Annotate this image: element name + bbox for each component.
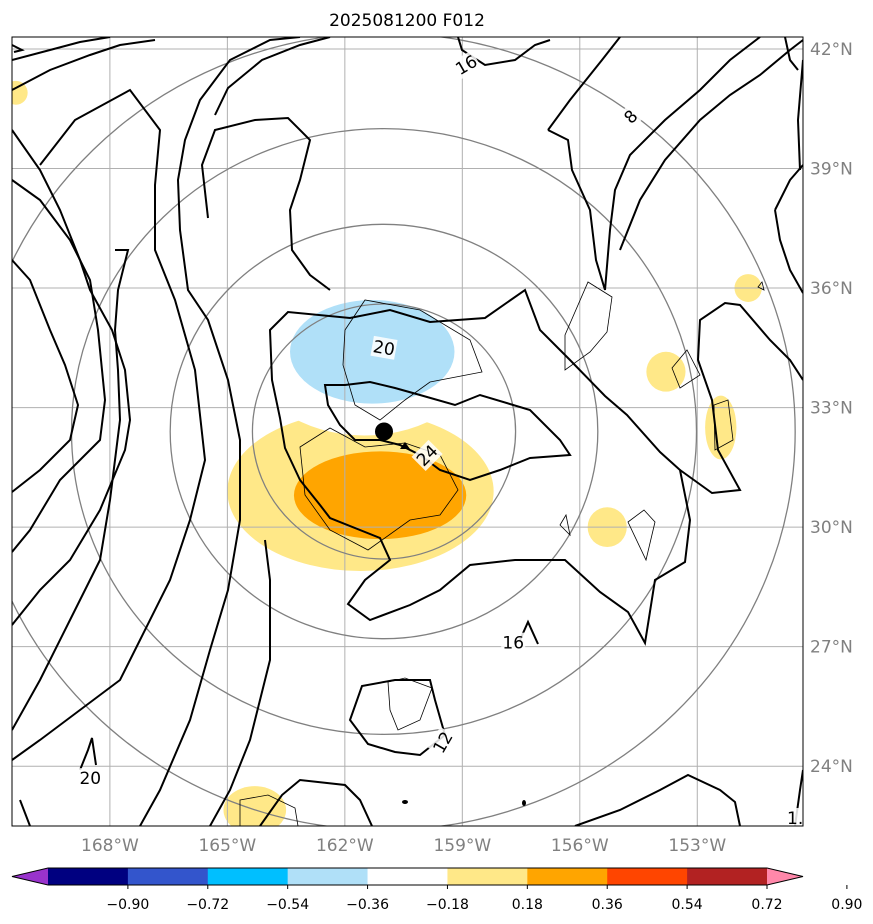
colorbar-extend-high [767, 868, 803, 885]
latitude-tick-label: 33°N [810, 399, 853, 419]
longitude-tick-label: 165°W [198, 836, 256, 856]
colorbar-tick-label: 0.18 [512, 897, 543, 913]
longitude-tick-label: 159°W [433, 836, 491, 856]
colorbar-swatch [607, 868, 688, 885]
contour-label-background [370, 335, 398, 360]
contour-label-background [78, 768, 103, 789]
colorbar-tick-label: −0.54 [266, 897, 309, 913]
longitude-tick-label: 156°W [551, 836, 609, 856]
latitude-tick-label: 42°N [810, 40, 853, 60]
lat-lon-grid [12, 37, 803, 826]
colorbar-swatch [527, 868, 608, 885]
colorbar-tick-label: −0.90 [106, 897, 149, 913]
anomaly-fill [364, 674, 412, 763]
contour-label: 1. [787, 809, 803, 829]
colorbar-tick-label: 0.36 [592, 897, 623, 913]
colorbar-tick-label: 0.72 [751, 897, 782, 913]
colorbar-swatch [127, 868, 209, 885]
latitude-tick-label: 39°N [810, 160, 853, 180]
longitude-tick-label: 168°W [81, 836, 139, 856]
colorbar-swatch [287, 868, 369, 885]
small-features [400, 442, 526, 806]
contour-label-background [615, 101, 647, 133]
colorbar-tick-label: −0.18 [426, 897, 469, 913]
longitude-tick-label: 162°W [316, 836, 374, 856]
colorbar-extend-low [12, 868, 48, 885]
contour-label-background [411, 439, 443, 471]
contour-label: 16 [502, 634, 524, 654]
contour-label: 20 [371, 337, 396, 360]
longitude-tick-label: 153°W [668, 836, 726, 856]
colorbar-tick-label: −0.36 [346, 897, 389, 913]
latitude-labels: 24°N 27°N 30°N 33°N 36°N 39°N 42°N [810, 40, 853, 777]
contour-label-background [501, 632, 526, 653]
colorbar-tick-labels: −0.90 −0.72 −0.54 −0.36 −0.18 0.18 0.36 0.54 0.7… [106, 885, 862, 913]
colorbar-swatch [207, 868, 289, 885]
colorbar-tick-label: −0.72 [186, 897, 229, 913]
latitude-tick-label: 36°N [810, 279, 853, 299]
range-ring [169, 223, 599, 640]
contour-label-background [783, 808, 803, 826]
anomaly-fill [293, 451, 467, 540]
contour-label: 20 [79, 769, 101, 789]
contour-label-background [450, 50, 482, 80]
colorbar [11, 867, 804, 886]
chart-title: 2025081200 F012 [329, 11, 485, 31]
longitude-labels: 168°W 165°W 162°W 159°W 156°W 153°W [81, 836, 726, 856]
anomaly-fill [526, 357, 555, 386]
colorbar-swatch [48, 868, 129, 885]
thick-contours [12, 37, 803, 826]
colorbar-tick-label: 0.54 [672, 897, 703, 913]
contour-label-background [428, 726, 458, 758]
range-ring [251, 303, 517, 560]
colorbar-swatch [447, 868, 528, 885]
thin-outline-contours [239, 281, 765, 826]
latitude-tick-label: 24°N [810, 757, 853, 777]
range-ring [12, 37, 796, 826]
latitude-tick-label: 27°N [810, 638, 853, 658]
colorbar-outline [11, 867, 804, 886]
colorbar-swatch [687, 868, 768, 885]
latitude-tick-label: 30°N [810, 518, 853, 538]
storm-center-marker [375, 422, 394, 441]
colorbar-swatch [367, 868, 448, 885]
colorbar-tick-label: 0.90 [831, 897, 862, 913]
map-frame [11, 36, 804, 827]
anomaly-fill [646, 351, 686, 392]
